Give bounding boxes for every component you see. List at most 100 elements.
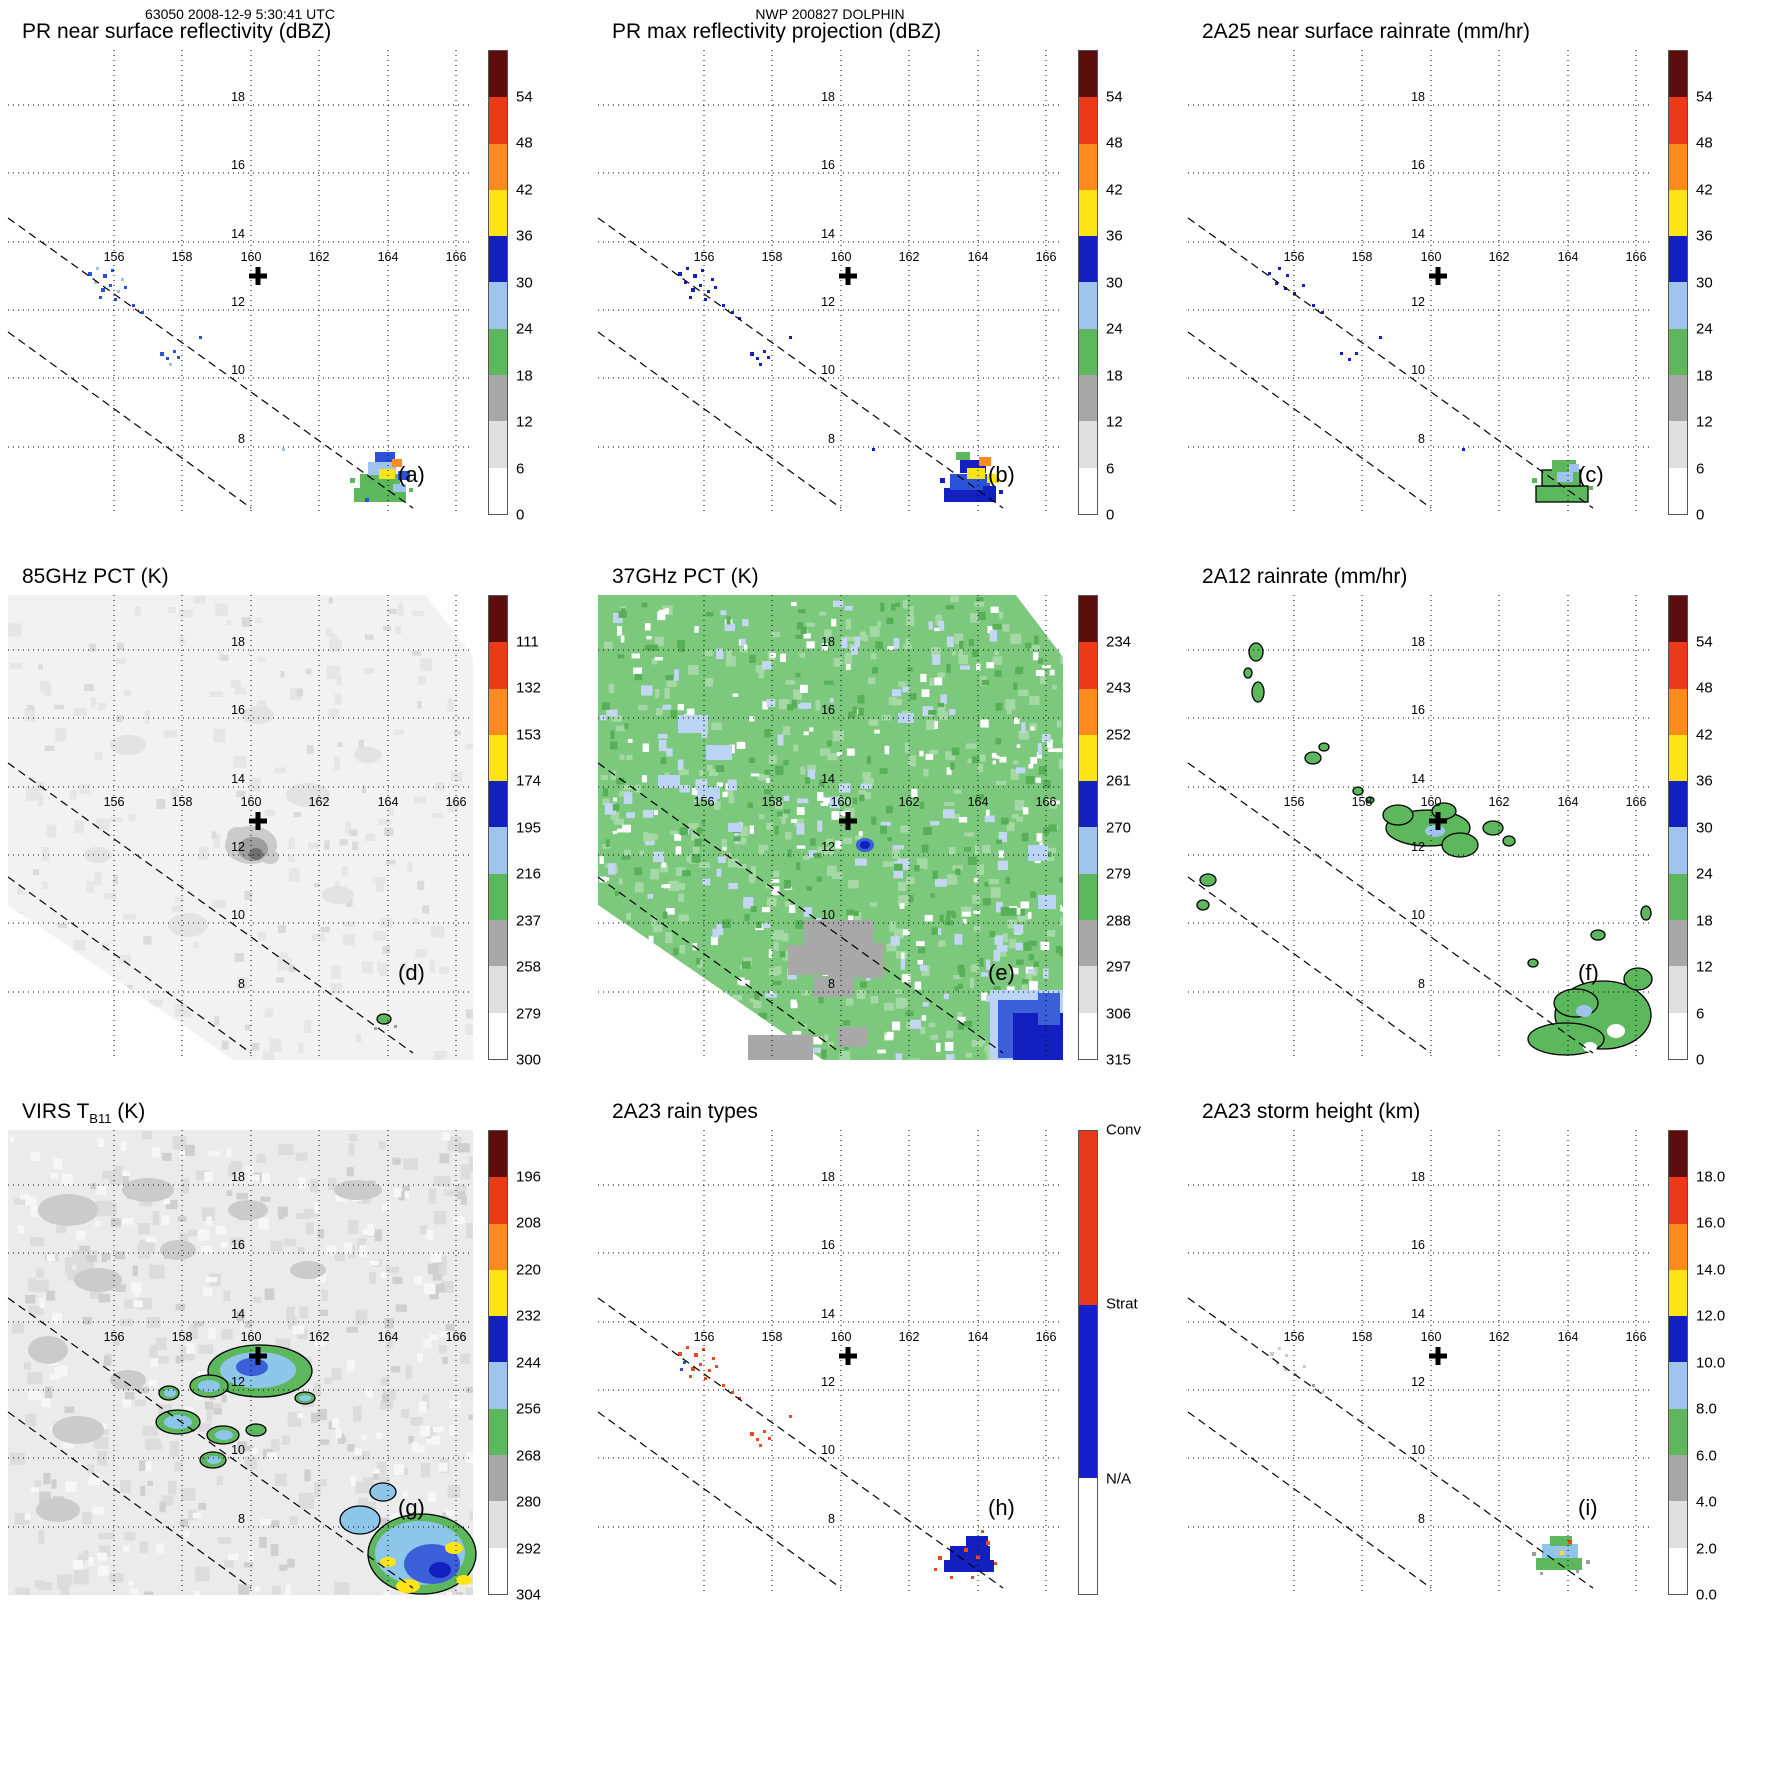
lat-label: 14 [231, 227, 245, 241]
colorbar-segment [489, 596, 507, 643]
lat-label: 16 [1411, 703, 1425, 717]
colorbar-tick-label: 2.0 [1696, 1540, 1717, 1557]
colorbar-tick-label: 36 [1696, 772, 1713, 790]
colorbar-tick-label: 16.0 [1696, 1214, 1726, 1232]
colorbar-tick-label: 315 [1106, 1051, 1132, 1069]
lon-label: 158 [762, 250, 783, 264]
panel-i-map: 156 158 160 162 164 166 18 16 14 12 10 8 (i) [1187, 1130, 1653, 1595]
colorbar-segment [1079, 920, 1097, 967]
panel-d-title: 85GHz PCT (K) [22, 565, 169, 588]
colorbar-tick-label: 261 [1106, 772, 1132, 790]
lat-label: 12 [821, 295, 835, 309]
colorbar-segment [489, 143, 507, 190]
panel-letter: (a) [398, 462, 425, 487]
colorbar-segment [1669, 1131, 1687, 1178]
colorbar-segment [1079, 596, 1097, 643]
lon-label: 160 [831, 1330, 852, 1344]
colorbar-segment [1669, 688, 1687, 735]
colorbar-c: 0 6 12 18 24 30 36 42 48 54 [1668, 50, 1768, 524]
panel-c-features [1268, 267, 1593, 503]
lon-label: 164 [1558, 1330, 1579, 1344]
colorbar-tick-label: 208 [516, 1214, 542, 1232]
panel-letter: (d) [398, 960, 425, 985]
panel-title-text: VIRS T [22, 1100, 90, 1123]
lat-label: 10 [231, 1443, 245, 1457]
panel-e-map: 156 158 160 162 164 166 18 16 14 12 10 8 (e) [597, 595, 1063, 1060]
lon-label: 156 [1284, 1330, 1305, 1344]
colorbar-segment [489, 1316, 507, 1363]
colorbar-segment [1669, 642, 1687, 689]
panel-h: 2A23 rain types 156 158 160 162 164 166 18 16 14 1… [590, 1100, 1180, 1645]
lon-label: 158 [1352, 1330, 1373, 1344]
lat-label: 8 [828, 432, 835, 446]
panel-h-map: 156 158 160 162 164 166 18 16 14 12 10 8 (h) [597, 1130, 1063, 1595]
colorbar-segment [1669, 1316, 1687, 1363]
lon-label: 166 [1036, 795, 1057, 809]
colorbar-tick-label: 153 [516, 726, 542, 743]
colorbar-tick-label: 6 [516, 460, 525, 477]
lon-label: 164 [378, 250, 399, 264]
lon-label: 162 [309, 795, 330, 809]
panel-g: VIRS TB11 (K) 156 158 160 162 164 166 18 16 14 12 1… [0, 1100, 590, 1645]
center-cross-marker [249, 1347, 267, 1365]
lon-label: 162 [309, 250, 330, 264]
colorbar-segment [489, 920, 507, 967]
panel-letter: (i) [1578, 1495, 1598, 1520]
panel-letter: (g) [398, 1495, 425, 1520]
swath-edge-lines [7, 1297, 414, 1589]
colorbar-tick-label: 174 [516, 772, 542, 790]
colorbar-tick-label: 237 [516, 912, 542, 929]
colorbar-segment [1669, 920, 1687, 967]
colorbar-tick-label: 8.0 [1696, 1400, 1717, 1418]
lat-label: 10 [821, 1443, 835, 1457]
colorbar-segment [489, 1408, 507, 1456]
swath-edge-lines [1187, 762, 1594, 1054]
lon-label: 162 [899, 250, 920, 264]
colorbar-tick-label: 12.0 [1696, 1307, 1726, 1325]
colorbar-category-label: Strat [1106, 1295, 1138, 1313]
panel-b-title: PR max reflectivity projection (dBZ) [612, 20, 942, 43]
lon-label: 166 [1626, 250, 1647, 264]
colorbar-tick-label: 30 [1696, 819, 1713, 836]
lon-label: 166 [446, 250, 467, 264]
lon-label: 160 [831, 250, 852, 264]
colorbar-segment [1669, 375, 1687, 422]
lon-label: 160 [1421, 250, 1442, 264]
colorbar-segment [489, 1269, 507, 1317]
colorbar-scale [1668, 1130, 1688, 1595]
lon-label: 166 [446, 1330, 467, 1344]
colorbar-segment [1079, 421, 1097, 468]
colorbar-segment [1669, 1362, 1687, 1409]
panel-b-features [678, 267, 1003, 502]
colorbar-tick-label: 30 [1106, 274, 1123, 291]
colorbar-segment [1079, 642, 1097, 689]
colorbar-tick-label: 42 [1106, 181, 1123, 198]
colorbar-tick-label: 6 [1696, 460, 1705, 477]
colorbar-segment [1079, 328, 1097, 376]
lon-label: 160 [1421, 795, 1442, 809]
colorbar-tick-label: 10.0 [1696, 1354, 1726, 1371]
colorbar-segment [489, 827, 507, 874]
swath-edge-lines [597, 1297, 1004, 1589]
colorbar-tick-label: 196 [516, 1168, 542, 1185]
lon-label: 162 [309, 1330, 330, 1344]
colorbar-tick-label: 42 [1696, 726, 1713, 743]
panel-h-title: 2A23 rain types [612, 1100, 758, 1123]
lon-label: 160 [831, 795, 852, 809]
colorbar-tick-label: 4.0 [1696, 1493, 1717, 1511]
colorbar-g: 304 292 280 268 256 244 232 220 208 196 [488, 1130, 588, 1604]
colorbar-segment [1079, 781, 1097, 828]
lat-label: 16 [821, 703, 835, 717]
colorbar-segment [1669, 827, 1687, 874]
colorbar-segment [489, 688, 507, 735]
colorbar-segment [1669, 467, 1687, 514]
lon-label: 158 [172, 250, 193, 264]
colorbar-segment [1079, 97, 1097, 144]
colorbar-tick-label: 54 [1696, 88, 1713, 105]
colorbar-e: 315 306 297 288 279 270 261 252 243 234 [1078, 595, 1178, 1069]
panel-letter: (h) [988, 1495, 1015, 1520]
panel-d-map: 156 158 160 162 164 166 18 16 14 12 10 8 (d) [7, 595, 473, 1060]
colorbar-tick-label: 111 [516, 633, 539, 650]
colorbar-tick-label: 14.0 [1696, 1261, 1726, 1278]
